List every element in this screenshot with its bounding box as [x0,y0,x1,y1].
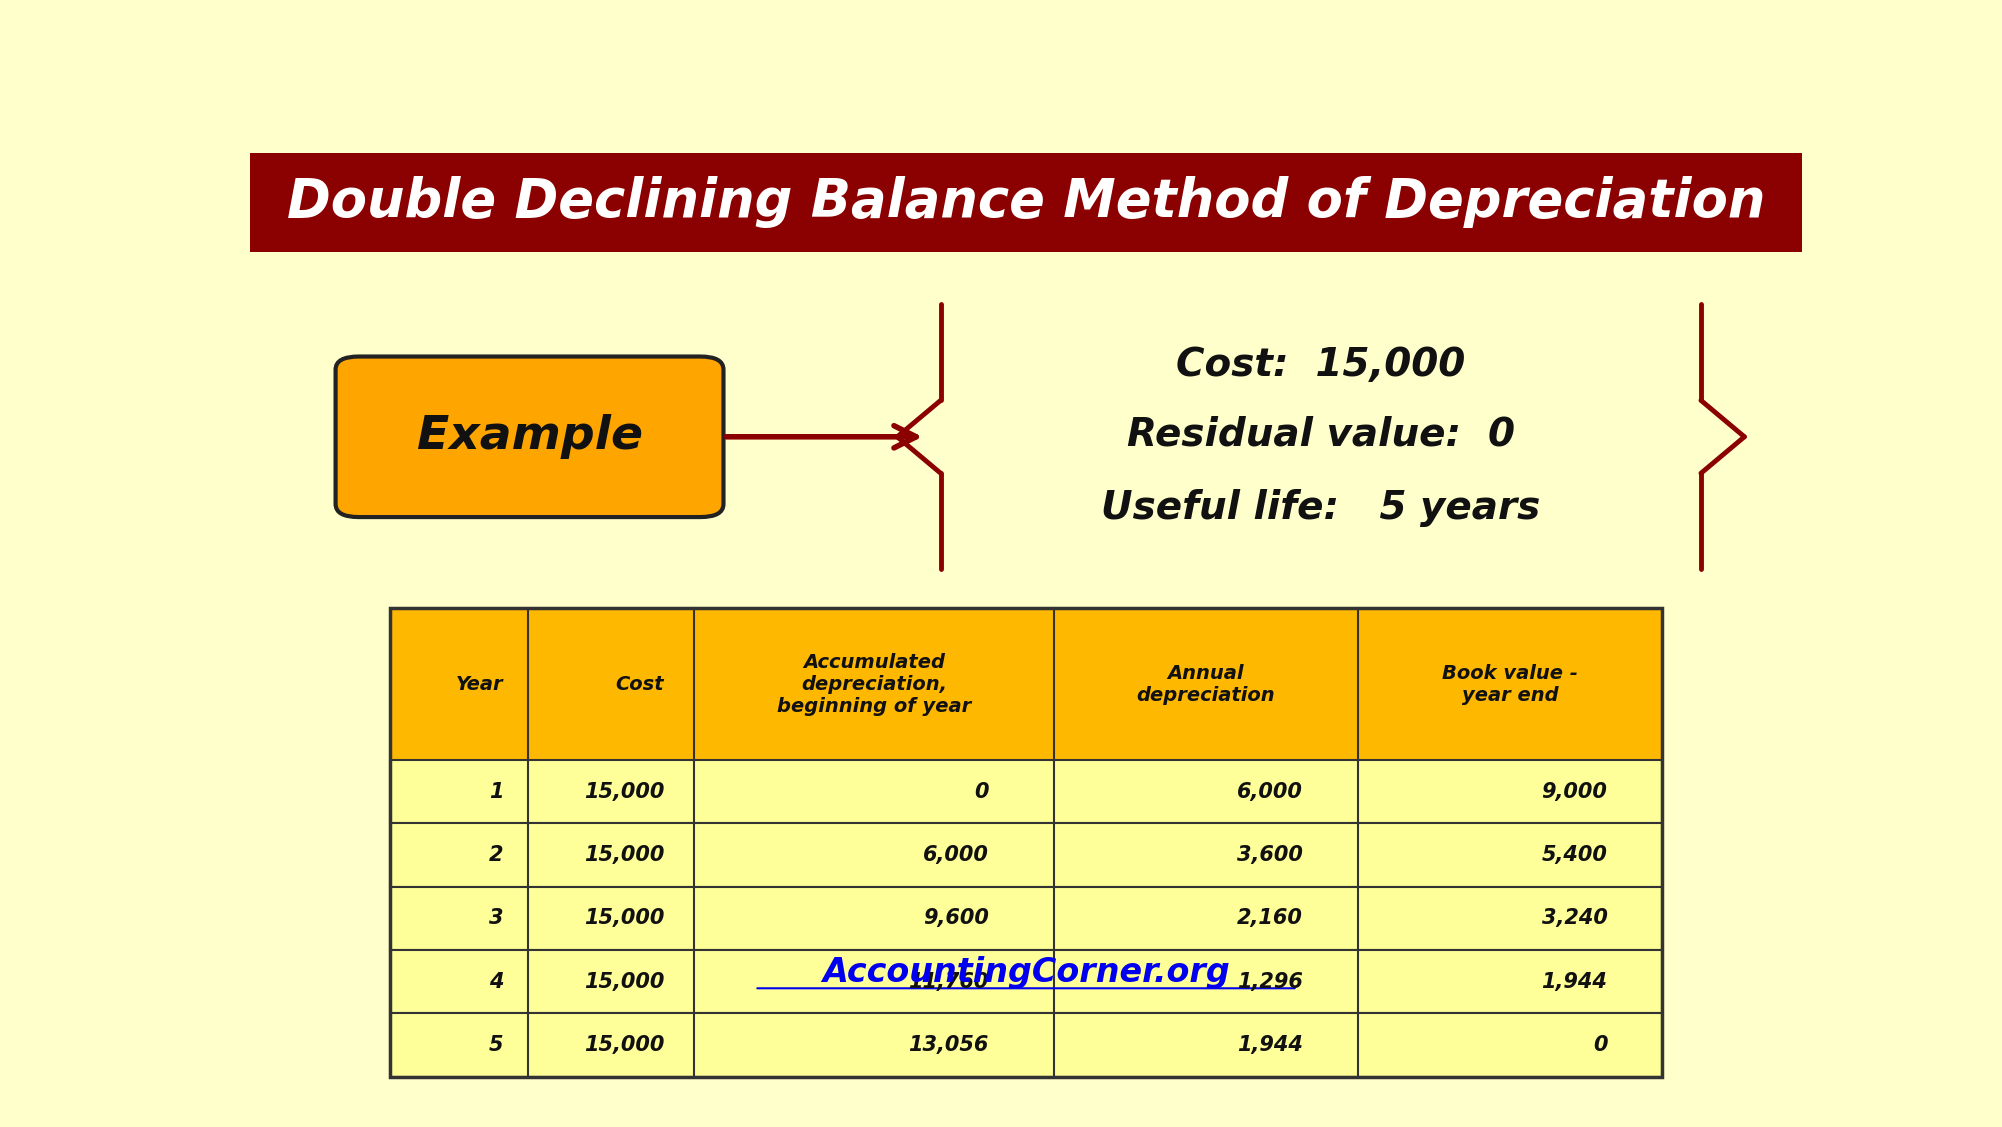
Text: 6,000: 6,000 [923,845,989,866]
FancyBboxPatch shape [390,887,1662,950]
FancyBboxPatch shape [250,152,1802,252]
Text: Double Declining Balance Method of Depreciation: Double Declining Balance Method of Depre… [286,177,1766,229]
Text: 15,000: 15,000 [585,908,665,929]
Text: 11,760: 11,760 [909,971,989,992]
FancyBboxPatch shape [390,760,1662,824]
FancyBboxPatch shape [336,356,723,517]
Text: 2,160: 2,160 [1237,908,1303,929]
FancyBboxPatch shape [390,824,1662,887]
Text: 15,000: 15,000 [585,971,665,992]
FancyBboxPatch shape [390,1013,1662,1076]
Text: 3,240: 3,240 [1542,908,1608,929]
Text: 1,944: 1,944 [1542,971,1608,992]
FancyBboxPatch shape [390,609,1662,760]
Text: 15,000: 15,000 [585,1035,665,1055]
Text: Useful life:   5 years: Useful life: 5 years [1101,489,1540,527]
Text: 15,000: 15,000 [585,782,665,801]
Text: Example: Example [416,415,643,460]
Text: Cost:  15,000: Cost: 15,000 [1177,346,1465,384]
Text: 13,056: 13,056 [909,1035,989,1055]
Text: Annual
depreciation: Annual depreciation [1137,664,1275,704]
Text: 0: 0 [1594,1035,1608,1055]
Text: 3,600: 3,600 [1237,845,1303,866]
FancyBboxPatch shape [390,950,1662,1013]
Text: Cost: Cost [617,675,665,693]
Text: 0: 0 [975,782,989,801]
Text: 6,000: 6,000 [1237,782,1303,801]
Text: 5: 5 [488,1035,503,1055]
Text: 1: 1 [488,782,503,801]
Text: 3: 3 [488,908,503,929]
Text: 5,400: 5,400 [1542,845,1608,866]
Text: Year: Year [456,675,503,693]
Text: Book value -
year end: Book value - year end [1441,664,1578,704]
Text: Residual value:  0: Residual value: 0 [1127,416,1516,454]
Text: 4: 4 [488,971,503,992]
Text: 9,000: 9,000 [1542,782,1608,801]
Text: 2: 2 [488,845,503,866]
Text: 1,944: 1,944 [1237,1035,1303,1055]
Text: 9,600: 9,600 [923,908,989,929]
Text: AccountingCorner.org: AccountingCorner.org [823,956,1229,990]
Text: 1,296: 1,296 [1237,971,1303,992]
Text: Accumulated
depreciation,
beginning of year: Accumulated depreciation, beginning of y… [777,653,971,716]
Text: 15,000: 15,000 [585,845,665,866]
